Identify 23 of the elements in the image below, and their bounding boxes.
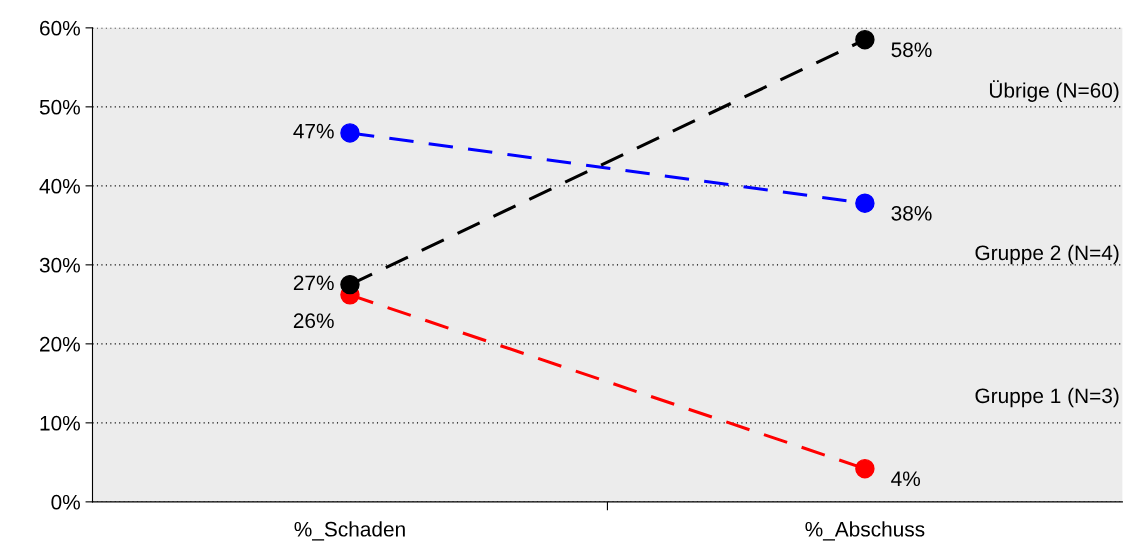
- x-tick-label: %_Schaden: [294, 521, 405, 541]
- text: Gruppe 1 (N=3): [975, 387, 1119, 408]
- y-tick-label: 60%: [40, 20, 80, 36]
- text: Gruppe 2 (N=4): [975, 244, 1119, 265]
- text: Übrige (N=60): [989, 80, 1119, 102]
- data-label: 26%: [293, 313, 334, 329]
- y-tick-label: 40%: [39, 178, 80, 194]
- point: [340, 274, 360, 295]
- data-label: 38%: [891, 205, 932, 221]
- point: [855, 29, 875, 50]
- y-tick-label: 20%: [40, 336, 80, 352]
- data-label: 47%: [293, 123, 334, 139]
- data-label: 4%: [891, 471, 921, 487]
- y-tick-label: 0%: [51, 494, 80, 510]
- data-label: 27%: [293, 275, 334, 291]
- x-tick-label: %_Abschuss: [805, 521, 925, 541]
- point: [855, 458, 875, 479]
- y-tick-label: 30%: [39, 257, 80, 273]
- data-label: 58%: [891, 42, 932, 58]
- point: [340, 123, 360, 143]
- y-tick-label: 10%: [40, 415, 80, 431]
- point: [855, 193, 875, 213]
- y-tick-label: 50%: [39, 99, 80, 115]
